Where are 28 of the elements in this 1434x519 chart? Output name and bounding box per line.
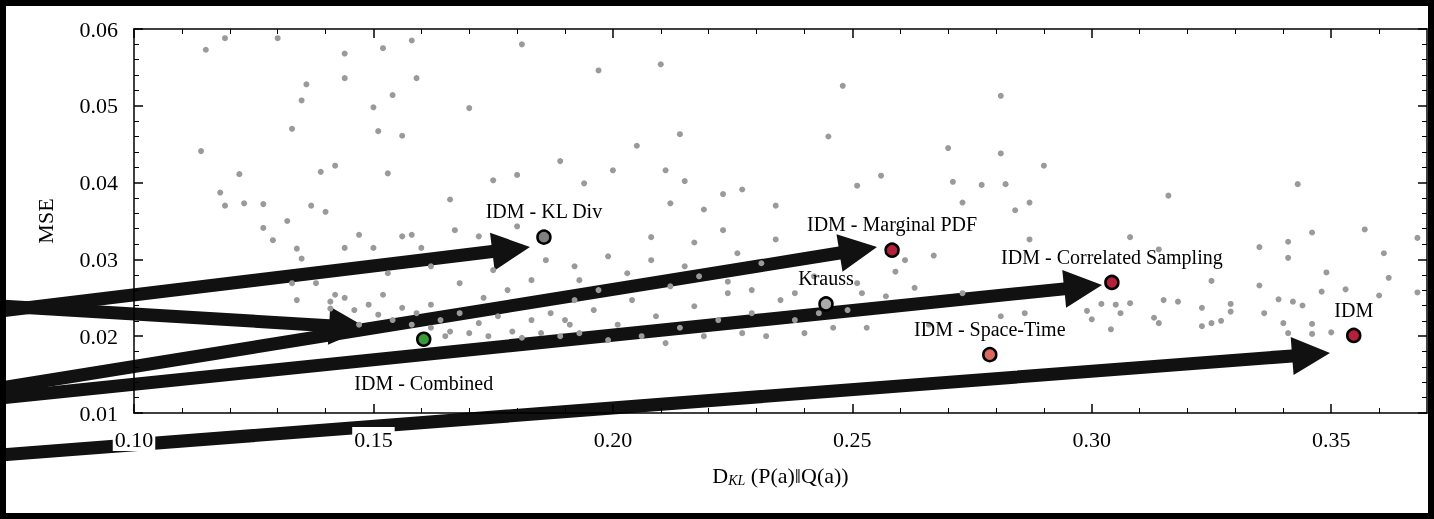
point	[1345, 327, 1362, 344]
point	[415, 331, 432, 348]
point	[982, 346, 998, 363]
x-tick-label: 0.35	[1311, 426, 1351, 452]
y-tick-label: 0.01	[79, 400, 118, 426]
x-tick-label: 0.30	[1072, 426, 1112, 452]
point	[1104, 274, 1120, 291]
y-tick-label: 0.04	[79, 170, 118, 196]
y-tick-label: 0.03	[79, 246, 118, 272]
series-label: Krauss	[798, 267, 854, 290]
point	[818, 296, 834, 312]
y-tick-label: 0.05	[79, 93, 118, 119]
x-tick-label: 0.15	[354, 426, 393, 452]
point	[884, 242, 900, 258]
x-tick-label: 0.25	[833, 426, 872, 452]
y-tick-label: 0.06	[79, 16, 118, 42]
x-axis-title: DKL (P(a)‖Q(a))	[712, 462, 849, 488]
point	[536, 229, 552, 245]
x-tick-label: 0.20	[593, 426, 633, 452]
series-label: IDM - Space-Time	[914, 317, 1066, 341]
series-label: IDM - KL Div	[485, 200, 603, 223]
y-axis-title: MSE	[32, 198, 58, 244]
series-label: IDM	[1334, 298, 1374, 321]
x-tick-label: 0.10	[114, 426, 154, 452]
y-tick-label: 0.02	[79, 323, 118, 349]
series-label: IDM - Correlated Sampling	[1001, 245, 1223, 269]
series-label: IDM - Combined	[354, 372, 494, 395]
series-label: IDM - Marginal PDF	[806, 213, 978, 237]
